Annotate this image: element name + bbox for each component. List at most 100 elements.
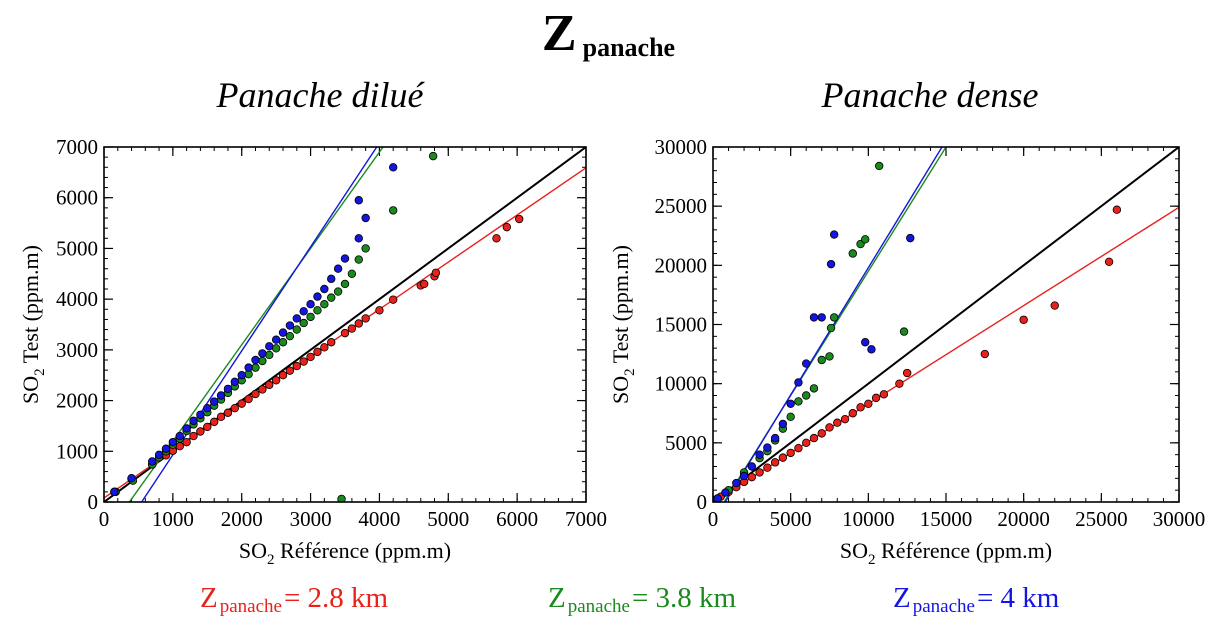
data-point xyxy=(285,366,295,375)
data-point xyxy=(333,287,343,296)
data-point xyxy=(258,349,267,358)
data-point xyxy=(230,403,240,413)
legend-value: = 2.8 km xyxy=(283,582,389,614)
data-point xyxy=(809,313,819,322)
data-point xyxy=(794,443,803,453)
data-point xyxy=(320,300,329,309)
data-point xyxy=(833,418,842,427)
data-point xyxy=(189,431,198,441)
data-point xyxy=(258,356,267,366)
data-point xyxy=(265,350,274,360)
data-point xyxy=(906,233,915,243)
data-point xyxy=(147,457,157,466)
data-point xyxy=(278,371,288,380)
data-point xyxy=(826,323,836,333)
x-tick-label: 0 xyxy=(708,507,719,531)
legend-value: = 3.8 km xyxy=(631,582,737,614)
data-point xyxy=(340,254,350,263)
y-tick-label: 6000 xyxy=(56,186,98,210)
data-point xyxy=(320,284,329,294)
data-point xyxy=(848,409,857,418)
data-point xyxy=(306,300,315,309)
fit-line xyxy=(128,147,384,502)
left-chart-title: Panache dilué xyxy=(216,75,424,115)
data-point xyxy=(794,378,803,387)
data-point xyxy=(216,391,226,400)
data-point xyxy=(340,279,350,289)
data-point xyxy=(778,419,788,429)
data-point xyxy=(419,279,429,289)
data-point xyxy=(817,355,826,365)
data-point xyxy=(389,295,398,304)
legend-subscript: panache xyxy=(912,596,975,617)
data-point xyxy=(154,450,164,460)
data-point xyxy=(251,389,260,399)
data-point xyxy=(786,412,795,421)
x-tick-label: 2000 xyxy=(221,507,263,531)
data-point xyxy=(110,487,119,497)
data-point xyxy=(306,352,315,362)
data-point xyxy=(809,384,819,393)
y-tick-label: 4000 xyxy=(56,287,98,311)
y-tick-label: 15000 xyxy=(655,313,708,337)
data-point xyxy=(327,274,336,284)
data-point xyxy=(755,450,764,459)
data-point xyxy=(278,328,288,337)
data-point xyxy=(292,361,301,371)
x-axis-label: SO2 Référence (ppm.m) xyxy=(239,538,451,568)
x-tick-label: 5000 xyxy=(770,507,812,531)
data-point xyxy=(848,249,857,258)
data-point xyxy=(223,384,233,394)
y-tick-label: 7000 xyxy=(56,135,98,159)
data-point xyxy=(313,306,322,315)
data-point xyxy=(747,462,757,471)
data-point xyxy=(182,424,191,433)
data-point xyxy=(864,399,873,408)
data-point xyxy=(299,307,308,316)
data-point xyxy=(175,442,184,451)
x-tick-label: 5000 xyxy=(427,507,469,531)
data-point xyxy=(337,494,346,502)
plot-frame xyxy=(103,146,587,503)
data-point xyxy=(313,347,322,357)
data-point xyxy=(223,408,233,417)
data-point xyxy=(899,327,909,336)
data-point xyxy=(271,344,281,353)
data-point xyxy=(721,488,730,497)
data-point xyxy=(739,471,749,481)
data-point xyxy=(809,433,819,443)
x-axis-label: SO2 Référence (ppm.m) xyxy=(840,538,1052,568)
legend-prefix: Z xyxy=(548,582,566,614)
data-point xyxy=(755,468,764,477)
data-point xyxy=(327,293,336,302)
data-point xyxy=(299,318,308,328)
x-tick-label: 3000 xyxy=(290,507,332,531)
title-subscript: panache xyxy=(582,33,676,62)
data-point xyxy=(189,416,198,426)
data-point xyxy=(1112,205,1122,214)
data-point xyxy=(203,403,212,413)
y-axis-label: SO2 Test (ppm.m) xyxy=(18,245,48,404)
x-tick-label: 0 xyxy=(99,507,110,531)
data-point xyxy=(292,314,301,323)
legend-subscript: panache xyxy=(219,596,282,617)
data-point xyxy=(431,268,441,277)
data-point xyxy=(278,338,288,347)
legend-value: = 4 km xyxy=(976,582,1060,614)
data-point xyxy=(778,453,788,462)
data-point xyxy=(786,448,795,458)
y-tick-label: 2000 xyxy=(56,389,98,413)
x-tick-label: 30000 xyxy=(1153,507,1206,531)
data-point xyxy=(285,321,295,330)
data-point xyxy=(271,376,281,385)
fit-line xyxy=(140,147,378,502)
y-tick-label: 5000 xyxy=(665,431,707,455)
x-tick-label: 4000 xyxy=(358,507,400,531)
data-point xyxy=(786,399,795,408)
data-point xyxy=(209,417,219,427)
x-tick-label: 10000 xyxy=(842,507,895,531)
data-point xyxy=(829,313,839,322)
